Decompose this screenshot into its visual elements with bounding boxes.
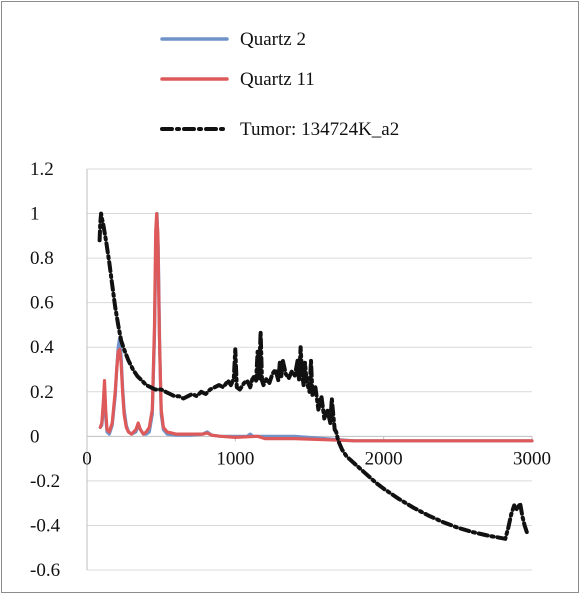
- series-line-1: [98, 212, 534, 443]
- x-tick-label-1: 1000: [216, 448, 254, 469]
- y-tick-label-2: 0.8: [30, 248, 54, 269]
- y-tick-label-8: -0.4: [30, 515, 61, 536]
- tick-labels: 1.2 1 0.8 0.6 0.4 0.2 0 -0.2 -0.4 -0.6 0 1000 2000 30…: [30, 159, 551, 581]
- series-lines: [97, 211, 534, 541]
- y-tick-label-4: 0.4: [30, 337, 54, 358]
- legend-label-2: Tumor: 134724K_a2: [240, 119, 399, 140]
- y-tick-label-0: 1.2: [30, 159, 54, 180]
- y-tick-label-1: 1: [30, 204, 40, 225]
- y-tick-label-3: 0.6: [30, 293, 54, 314]
- y-tick-label-6: 0: [30, 426, 40, 447]
- legend-label-1: Quartz 11: [240, 69, 315, 90]
- y-tick-label-7: -0.2: [30, 471, 60, 492]
- legend: Quartz 2 Quartz 11 Tumor: 134724K_a2: [160, 29, 399, 140]
- x-tick-label-3: 3000: [513, 448, 551, 469]
- y-tick-label-9: -0.6: [30, 560, 60, 581]
- series-line-2: [97, 211, 531, 541]
- x-tick-label-2: 2000: [365, 448, 403, 469]
- legend-label-0: Quartz 2: [240, 29, 306, 50]
- y-tick-label-5: 0.2: [30, 382, 54, 403]
- x-tick-label-0: 0: [82, 448, 92, 469]
